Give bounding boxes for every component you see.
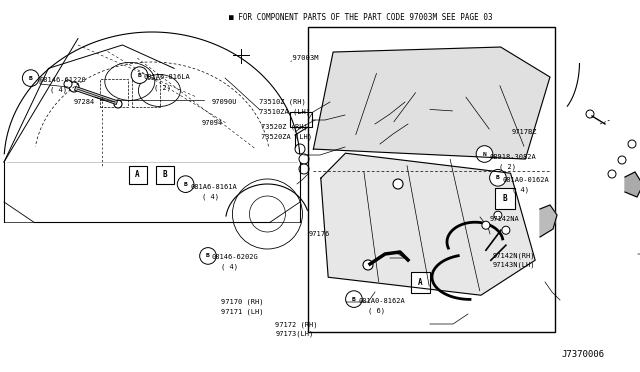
Circle shape	[490, 170, 506, 186]
Circle shape	[393, 179, 403, 189]
Circle shape	[494, 211, 502, 219]
Text: B: B	[502, 194, 508, 203]
Circle shape	[476, 146, 493, 162]
Circle shape	[482, 221, 490, 229]
Text: B: B	[184, 182, 188, 187]
Polygon shape	[314, 47, 550, 159]
Text: 0B918-3082A: 0B918-3082A	[490, 154, 536, 160]
Circle shape	[299, 154, 309, 164]
Circle shape	[502, 226, 510, 234]
Text: A: A	[418, 278, 423, 287]
Text: 97172 (RH): 97172 (RH)	[275, 321, 317, 328]
Bar	[129, 166, 147, 184]
Text: 9717BZ: 9717BZ	[512, 129, 538, 135]
Circle shape	[628, 140, 636, 148]
Text: 73510Z (RH): 73510Z (RH)	[259, 99, 306, 105]
Text: B: B	[352, 296, 356, 302]
Text: ■ FOR COMPONENT PARTS OF THE PART CODE 97003M SEE PAGE 03: ■ FOR COMPONENT PARTS OF THE PART CODE 9…	[229, 13, 493, 22]
Text: 081A6-816LA: 081A6-816LA	[144, 74, 191, 80]
Text: 97090U: 97090U	[211, 99, 237, 105]
Text: 08146-61220: 08146-61220	[40, 77, 86, 83]
Circle shape	[131, 67, 148, 83]
Text: ( 6): ( 6)	[368, 307, 385, 314]
Text: B: B	[163, 170, 168, 179]
Text: B: B	[206, 253, 210, 259]
Text: ( 4): ( 4)	[512, 186, 529, 193]
Circle shape	[295, 144, 305, 154]
Circle shape	[200, 248, 216, 264]
Circle shape	[22, 70, 39, 86]
Text: 08146-6202G: 08146-6202G	[211, 254, 258, 260]
Polygon shape	[321, 153, 535, 295]
Text: N: N	[483, 151, 486, 157]
Text: 97176: 97176	[309, 231, 330, 237]
Text: B: B	[138, 73, 141, 78]
Text: ( 2): ( 2)	[499, 163, 516, 170]
Text: 97142N(RH): 97142N(RH)	[493, 252, 535, 259]
Bar	[308, 27, 555, 332]
Text: 97143N(LH): 97143N(LH)	[493, 262, 535, 268]
Text: A: A	[135, 170, 140, 179]
Text: 97284: 97284	[74, 99, 95, 105]
Circle shape	[64, 80, 72, 88]
Text: 97173(LH): 97173(LH)	[275, 330, 314, 337]
Circle shape	[299, 164, 309, 174]
Circle shape	[608, 170, 616, 178]
Text: B: B	[496, 175, 500, 180]
Text: ( 4): ( 4)	[202, 193, 219, 200]
Text: 081A0-8162A: 081A0-8162A	[358, 298, 405, 304]
Bar	[290, 112, 312, 127]
Text: ( 2): ( 2)	[154, 84, 171, 91]
Text: ( 4): ( 4)	[50, 87, 67, 93]
Text: 97170 (RH): 97170 (RH)	[221, 299, 264, 305]
Bar	[495, 188, 515, 209]
Circle shape	[618, 156, 626, 164]
Text: 97094: 97094	[202, 120, 223, 126]
Text: 97142NA: 97142NA	[490, 216, 519, 222]
Circle shape	[114, 100, 122, 108]
Circle shape	[177, 176, 194, 192]
Text: 081A0-0162A: 081A0-0162A	[502, 177, 549, 183]
Text: ¸97003M: ¸97003M	[288, 54, 319, 61]
Text: B: B	[29, 76, 33, 81]
Bar	[411, 272, 430, 293]
Polygon shape	[540, 205, 557, 237]
Circle shape	[586, 110, 594, 118]
Text: 081A6-8161A: 081A6-8161A	[190, 184, 237, 190]
Text: 73510ZA (LH): 73510ZA (LH)	[259, 108, 310, 115]
Polygon shape	[625, 172, 640, 197]
Text: 97171 (LH): 97171 (LH)	[221, 308, 264, 315]
Text: 73520Z (RH): 73520Z (RH)	[261, 124, 308, 131]
Bar	[100, 79, 128, 108]
Circle shape	[363, 260, 373, 270]
Circle shape	[69, 82, 79, 92]
Text: J7370006: J7370006	[562, 350, 605, 359]
Bar	[132, 79, 160, 108]
Bar	[156, 166, 174, 184]
Circle shape	[346, 291, 362, 307]
Text: ( 4): ( 4)	[221, 264, 238, 270]
Text: 73520ZA (LH): 73520ZA (LH)	[261, 133, 312, 140]
